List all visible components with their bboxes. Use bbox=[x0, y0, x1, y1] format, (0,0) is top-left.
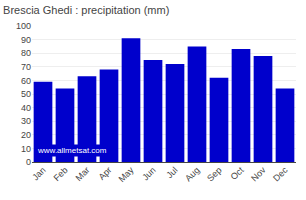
svg-text:Mar: Mar bbox=[74, 165, 92, 183]
svg-text:May: May bbox=[116, 165, 135, 184]
svg-text:70: 70 bbox=[21, 62, 31, 72]
svg-text:Aug: Aug bbox=[183, 165, 201, 183]
svg-text:100: 100 bbox=[16, 21, 31, 31]
svg-text:90: 90 bbox=[21, 35, 31, 45]
svg-text:Jul: Jul bbox=[164, 165, 179, 180]
svg-text:50: 50 bbox=[21, 89, 31, 99]
svg-text:Brescia Ghedi : precipitation: Brescia Ghedi : precipitation (mm) bbox=[3, 4, 169, 16]
svg-text:80: 80 bbox=[21, 48, 31, 58]
svg-text:Jan: Jan bbox=[30, 165, 47, 182]
svg-text:20: 20 bbox=[21, 130, 31, 140]
svg-text:30: 30 bbox=[21, 116, 31, 126]
svg-text:www.allmetsat.com: www.allmetsat.com bbox=[37, 146, 107, 155]
svg-text:40: 40 bbox=[21, 103, 31, 113]
svg-text:Sep: Sep bbox=[205, 165, 223, 183]
svg-text:10: 10 bbox=[21, 144, 31, 154]
svg-text:Dec: Dec bbox=[271, 165, 290, 184]
svg-text:Apr: Apr bbox=[97, 165, 114, 182]
svg-text:60: 60 bbox=[21, 76, 31, 86]
svg-text:Feb: Feb bbox=[52, 165, 70, 183]
svg-text:Oct: Oct bbox=[229, 165, 246, 182]
svg-text:0: 0 bbox=[26, 157, 31, 167]
svg-text:Jun: Jun bbox=[140, 165, 157, 182]
svg-text:Nov: Nov bbox=[249, 165, 268, 184]
